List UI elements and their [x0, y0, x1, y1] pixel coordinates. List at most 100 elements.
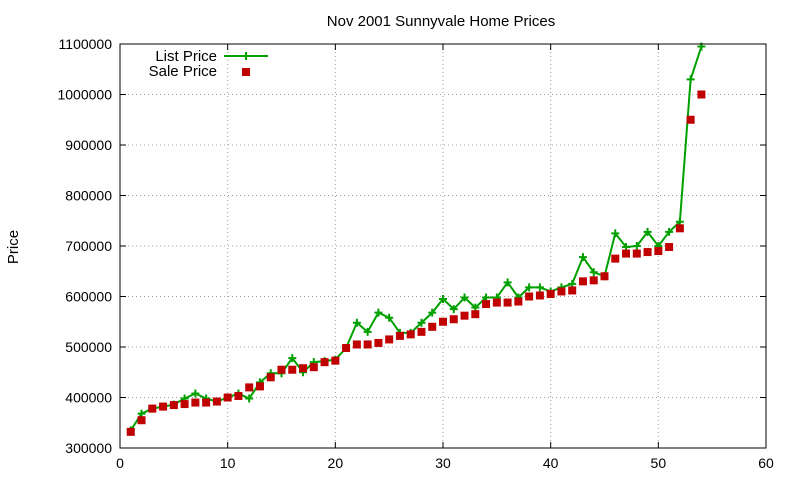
list-price-line — [129, 46, 703, 431]
sale-price-point — [363, 340, 372, 349]
sale-price-point — [169, 401, 178, 410]
axes: 300000 400000 500000 600000 700000 800000 9000… — [57, 36, 774, 471]
list-price-point — [578, 253, 587, 262]
sale-price-point — [180, 400, 189, 409]
sale-price-point — [406, 330, 415, 339]
y-tick-label: 1100000 — [59, 36, 113, 52]
sale-price-point — [439, 317, 447, 326]
sale-price-point — [428, 322, 437, 331]
list-price-point — [439, 295, 447, 304]
sale-price-point — [331, 356, 340, 365]
sale-price-point — [514, 297, 523, 306]
list-price-point — [460, 293, 469, 302]
sale-price-point — [503, 298, 512, 307]
sale-price-point — [643, 248, 652, 257]
sale-price-point — [449, 315, 458, 324]
list-price-point — [449, 305, 458, 314]
x-tick-label: 0 — [116, 455, 124, 471]
x-tick-label: 50 — [651, 455, 667, 471]
sale-price-point — [578, 277, 587, 286]
x-tick-label: 30 — [435, 455, 451, 471]
y-axis-label: Price — [5, 230, 22, 264]
sale-price-point — [654, 247, 663, 256]
sale-price-point — [686, 115, 695, 124]
list-price-point — [374, 308, 383, 317]
sale-price-point — [288, 365, 297, 374]
sale-price-point — [352, 340, 361, 349]
sale-price-point — [546, 289, 555, 298]
chart-title: Nov 2001 Sunnyvale Home Prices — [327, 13, 555, 30]
sale-price-point — [460, 311, 469, 320]
sale-price-point — [525, 292, 534, 301]
y-tick-label: 900000 — [65, 137, 112, 153]
list-price-point — [686, 75, 695, 84]
list-price-point — [665, 227, 674, 236]
y-tick-label: 500000 — [65, 339, 112, 355]
sale-price-point — [385, 335, 394, 344]
series-sale-price — [126, 90, 706, 436]
list-price-point — [417, 318, 426, 327]
sale-price-point — [471, 310, 480, 319]
sale-price-point — [309, 363, 318, 372]
sale-price-point — [212, 397, 221, 406]
list-price-point — [525, 283, 534, 292]
legend-label-list-price: List Price — [155, 48, 217, 65]
sale-price-point — [600, 272, 609, 281]
grid — [120, 44, 766, 448]
list-price-point — [428, 308, 437, 317]
sale-price-point — [202, 398, 211, 407]
sale-price-point — [191, 398, 200, 407]
series-list-price — [126, 42, 706, 435]
sale-price-point — [126, 427, 135, 436]
y-tick-label: 1000000 — [57, 87, 112, 103]
sale-price-point — [535, 291, 544, 300]
list-price-point — [352, 318, 361, 327]
x-tick-label: 40 — [543, 455, 559, 471]
y-tick-label: 800000 — [65, 188, 112, 204]
sale-price-point — [589, 276, 598, 285]
sale-price-point — [557, 287, 566, 296]
sale-price-point — [622, 249, 631, 258]
sale-price-point — [148, 404, 157, 413]
list-price-point — [632, 242, 641, 250]
list-price-point — [611, 229, 620, 238]
sale-price-point — [675, 224, 684, 233]
list-price-point — [589, 268, 598, 277]
sale-price-point — [223, 393, 232, 402]
list-price-point — [385, 313, 394, 322]
y-tick-label: 700000 — [65, 238, 112, 254]
sale-price-point — [320, 358, 329, 367]
list-price-point — [503, 278, 512, 287]
sale-price-point — [234, 391, 243, 400]
sale-price-point — [482, 300, 491, 309]
legend-sample-sale-marker — [242, 68, 250, 76]
list-price-point — [288, 354, 297, 363]
sale-price-point — [299, 364, 308, 373]
sale-price-point — [342, 344, 351, 353]
list-price-point — [191, 389, 200, 398]
legend-sample-list-marker — [242, 52, 250, 60]
y-tick-label: 600000 — [65, 289, 112, 305]
sale-price-point — [245, 383, 254, 392]
sale-price-point — [266, 373, 275, 382]
sale-price-point — [137, 416, 146, 425]
sale-price-point — [611, 254, 620, 263]
legend-label-sale-price: Sale Price — [149, 63, 217, 80]
y-tick-label: 300000 — [65, 440, 112, 456]
y-tick-label: 400000 — [65, 390, 112, 406]
list-price-point — [363, 327, 372, 336]
sale-price-point — [159, 402, 168, 411]
sale-price-point — [395, 331, 404, 340]
sale-price-point — [665, 243, 674, 252]
sale-price-point — [255, 382, 264, 391]
x-tick-label: 10 — [220, 455, 236, 471]
plot-frame — [119, 43, 767, 449]
sale-price-point — [697, 90, 706, 99]
sale-price-point — [374, 338, 383, 347]
sale-price-point — [417, 327, 426, 336]
sale-price-point — [277, 365, 286, 374]
list-price-point — [535, 283, 544, 292]
list-price-point — [643, 227, 652, 236]
